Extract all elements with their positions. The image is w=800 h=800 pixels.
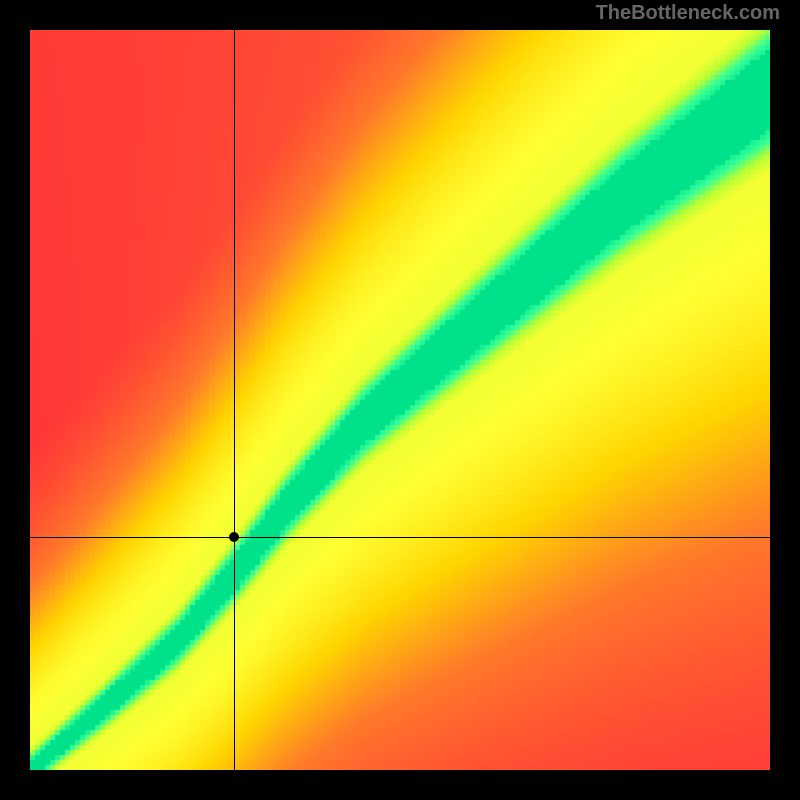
marker-dot bbox=[229, 532, 239, 542]
crosshair-horizontal bbox=[30, 537, 770, 538]
heatmap-canvas bbox=[30, 30, 770, 770]
crosshair-vertical bbox=[234, 30, 235, 770]
heatmap-plot bbox=[30, 30, 770, 770]
watermark-text: TheBottleneck.com bbox=[596, 2, 780, 25]
